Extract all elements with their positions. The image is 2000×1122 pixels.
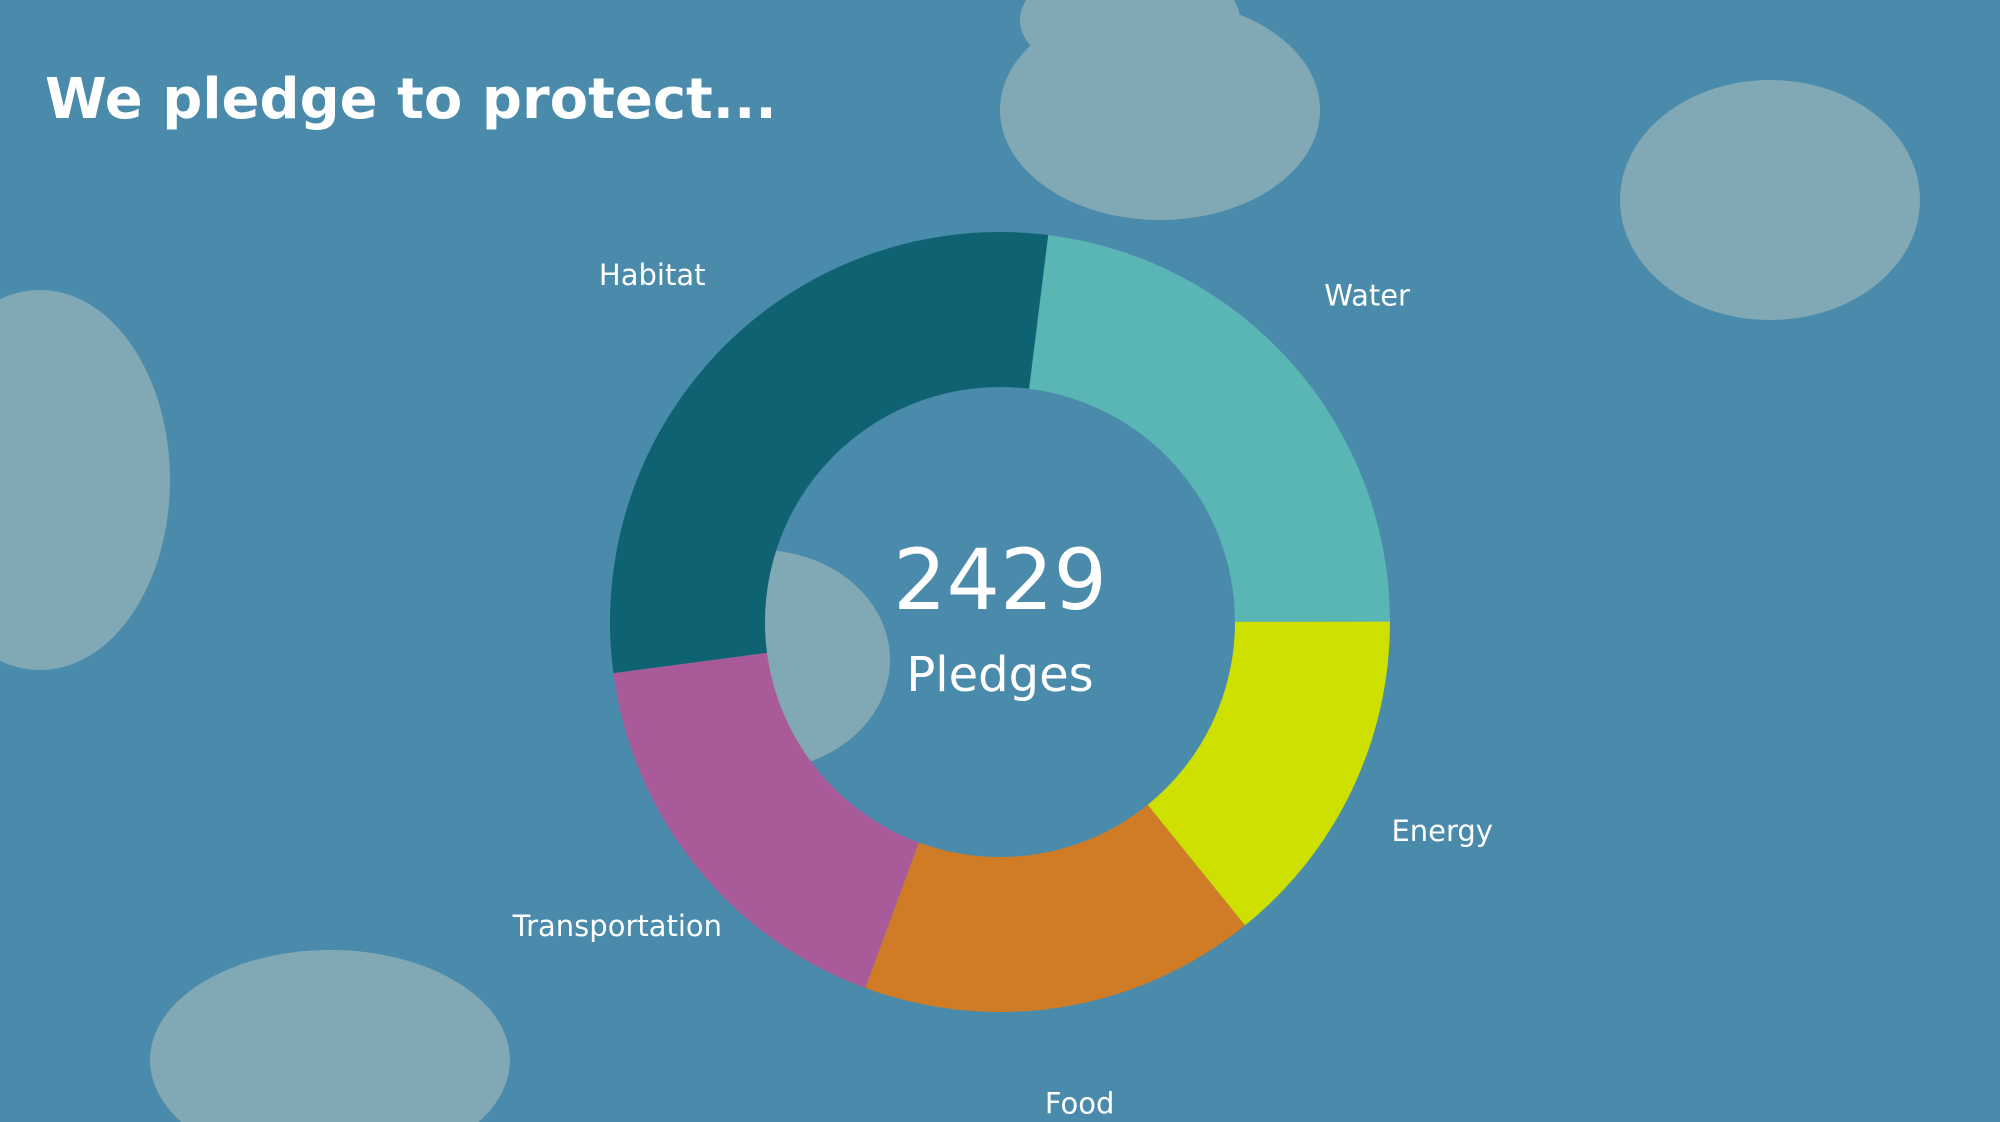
center-value: 2429: [893, 531, 1107, 629]
donut-segment: [609, 232, 1049, 674]
segment-label: Energy: [1391, 814, 1493, 848]
segment-label: Food: [1045, 1086, 1115, 1120]
donut-segment: [1029, 234, 1390, 622]
segment-label: Transportation: [512, 909, 722, 943]
donut-segment: [1147, 621, 1391, 926]
segment-label: Water: [1324, 278, 1410, 312]
center-label: Pledges: [906, 647, 1093, 703]
chart-title: We pledge to protect...: [45, 67, 777, 132]
donut-segment: [613, 652, 919, 988]
segment-label: Habitat: [599, 258, 706, 292]
donut-segment: [865, 804, 1246, 1012]
